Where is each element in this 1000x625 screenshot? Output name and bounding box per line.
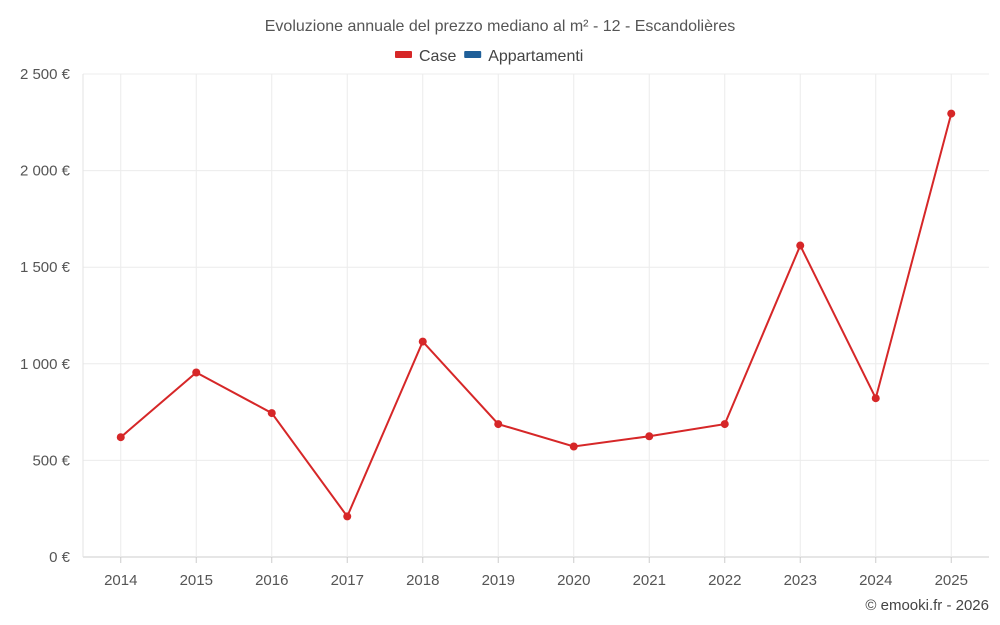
- x-tick-label: 2022: [708, 572, 741, 589]
- y-tick-label: 2 000 €: [20, 163, 71, 180]
- x-tick-label: 2025: [935, 572, 968, 589]
- data-point-2014: [116, 433, 125, 442]
- grid: [83, 73, 989, 558]
- legend-swatch-appartamenti: [464, 51, 482, 58]
- data-point-2022: [720, 420, 729, 429]
- legend-swatch-case: [395, 51, 412, 58]
- series-line-case: [120, 113, 953, 519]
- y-tick-label: 500 €: [32, 452, 70, 469]
- x-tick-label: 2020: [557, 572, 590, 589]
- data-point-2019: [494, 420, 503, 429]
- x-tick-label: 2019: [482, 572, 515, 589]
- data-point-2021: [645, 432, 654, 441]
- y-tick-label: 1 000 €: [20, 356, 71, 373]
- legend: Case Appartamenti: [395, 48, 583, 65]
- data-point-2020: [569, 442, 578, 451]
- x-tick-label: 2014: [104, 572, 137, 589]
- data-point-2024: [871, 394, 880, 403]
- y-tick-label: 1 500 €: [20, 259, 71, 276]
- x-tick-label: 2018: [406, 572, 439, 589]
- x-tick-label: 2015: [180, 572, 213, 589]
- x-tick-label: 2017: [331, 572, 364, 589]
- x-tick-label: 2021: [633, 572, 666, 589]
- data-point-2015: [192, 368, 201, 377]
- axes: 0 € 500 € 1 000 € 1 500 € 2 000 € 2 500 € 2014…: [20, 66, 968, 589]
- y-tick-label: 0 €: [49, 549, 71, 566]
- credit-text: © emooki.fr - 2026: [865, 597, 989, 614]
- x-tick-label: 2016: [255, 572, 288, 589]
- y-tick-label: 2 500 €: [20, 66, 71, 83]
- series-layer: [116, 109, 956, 521]
- data-point-2023: [796, 241, 805, 250]
- data-point-2017: [343, 512, 352, 521]
- legend-label-case: Case: [419, 48, 456, 65]
- chart-title: Evoluzione annuale del prezzo mediano al…: [265, 18, 735, 35]
- data-point-2016: [267, 409, 276, 418]
- data-point-2025: [947, 109, 956, 118]
- x-tick-label: 2024: [859, 572, 892, 589]
- x-tick-label: 2023: [784, 572, 817, 589]
- legend-label-appartamenti: Appartamenti: [488, 48, 583, 65]
- data-point-2018: [418, 337, 427, 346]
